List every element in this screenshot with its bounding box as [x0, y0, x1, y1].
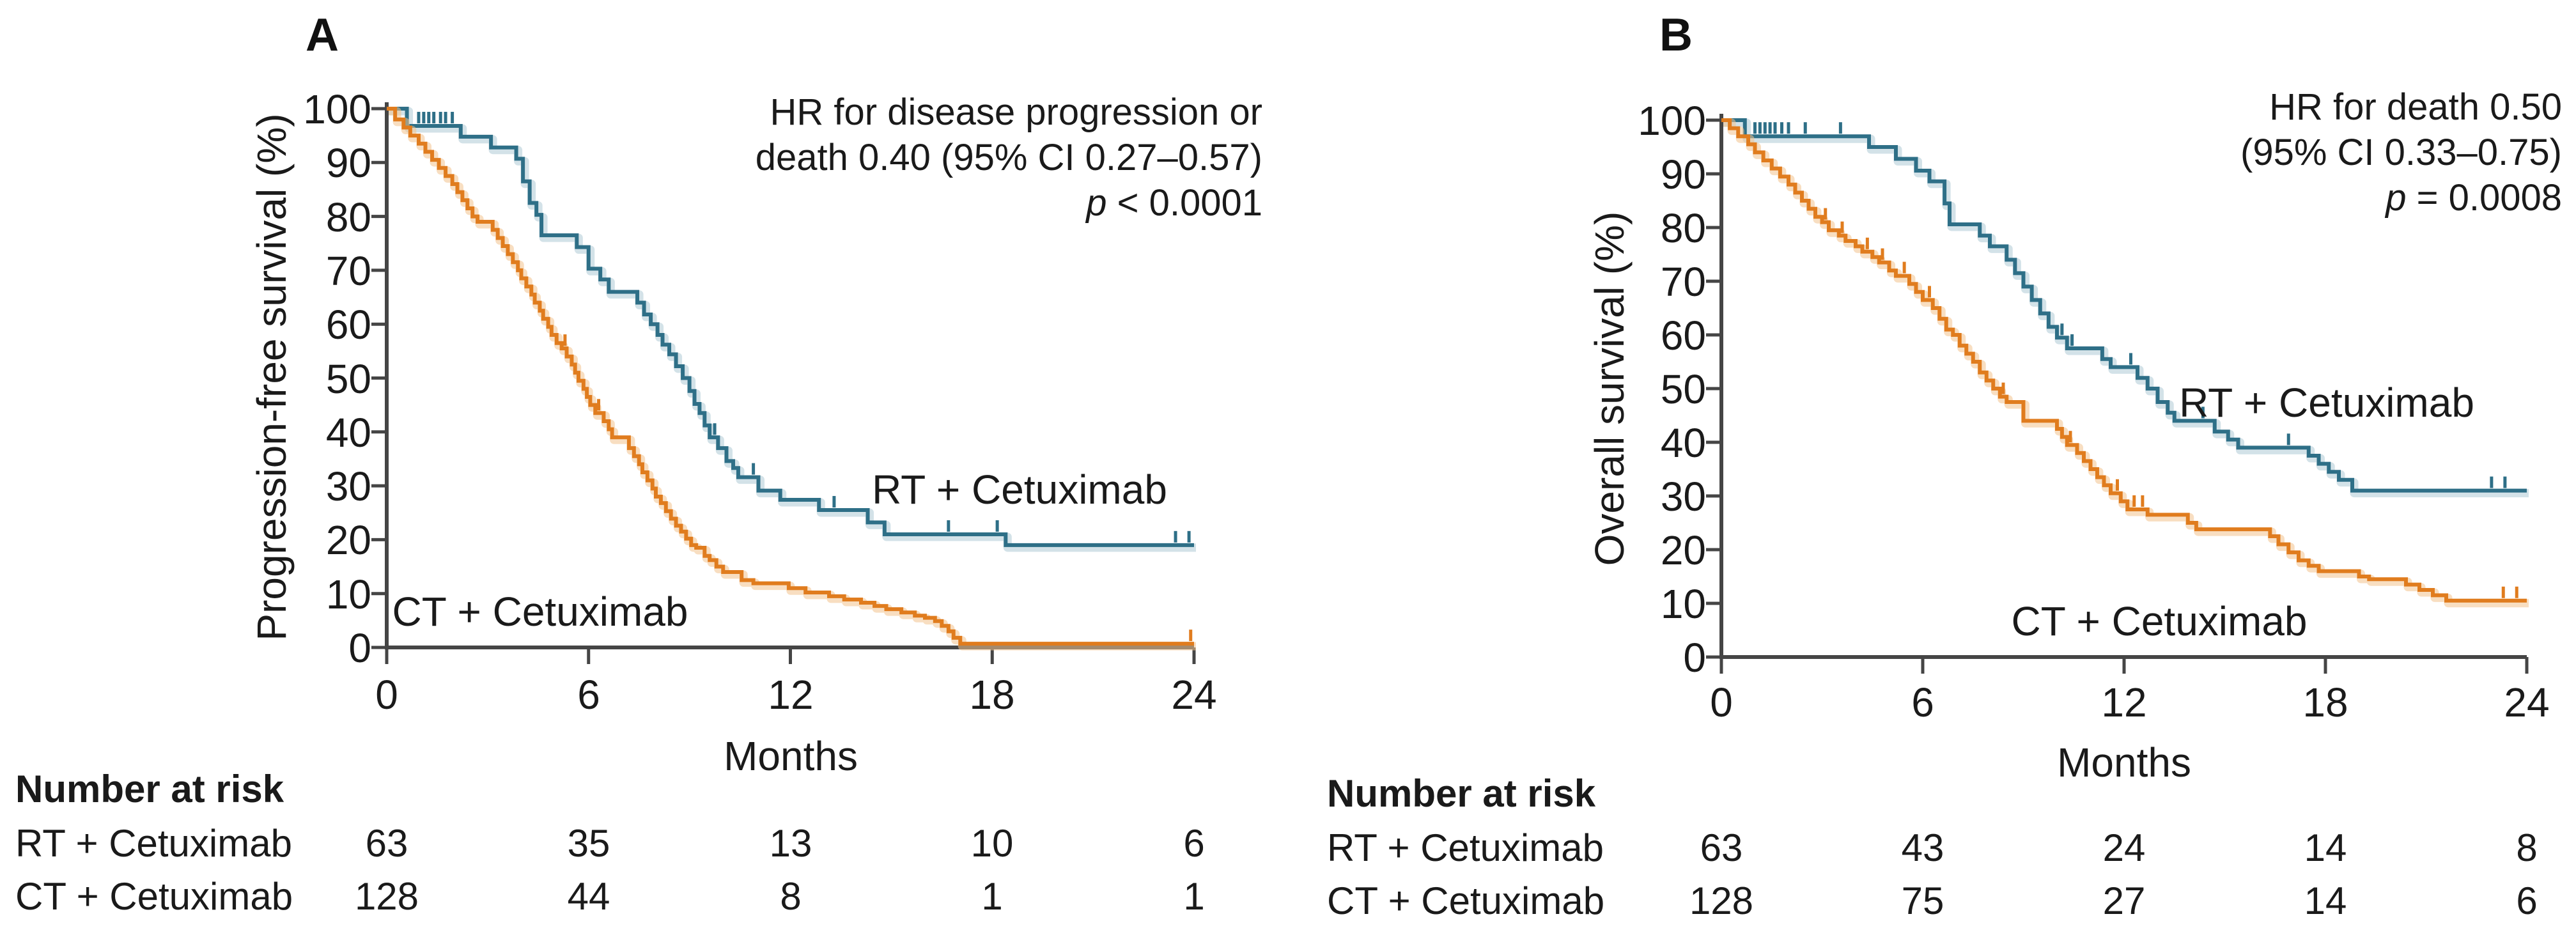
panel-a-ytick-30: 30: [325, 463, 371, 509]
panel-b-hr-annotation: HR for death 0.50 (95% CI 0.33–0.75) p =…: [1994, 84, 2562, 221]
panel-a-p-number: < 0.0001: [1106, 182, 1262, 224]
panel-a-p-value: p < 0.0001: [690, 180, 1262, 226]
panel-b-risk-rt-0: 63: [1700, 826, 1743, 869]
panel-a-hr-annotation: HR for disease progression or death 0.40…: [690, 89, 1262, 226]
panel-b-xtick-24: 24: [2504, 679, 2550, 725]
panel-a-risk-rt-24: 6: [1183, 822, 1205, 865]
panel-a-xtick-6: 6: [577, 672, 600, 718]
panel-a-risk-ct-18: 1: [981, 875, 1003, 918]
panel-b-hr-line2: (95% CI 0.33–0.75): [2240, 132, 2562, 173]
panel-b-ytick-70: 70: [1660, 259, 1706, 305]
panel-a-risk-row-rt-label: RT + Cetuximab: [15, 822, 292, 865]
panel-b-number-at-risk-title: Number at risk: [1327, 772, 1596, 815]
panel-b-risk-ct-24: 6: [2516, 879, 2538, 922]
panel-b-ytick-20: 20: [1660, 527, 1706, 573]
panel-b-ytick-40: 40: [1660, 420, 1706, 466]
panel-b-ytick-30: 30: [1660, 474, 1706, 520]
panel-b-risk-ct-12: 27: [2102, 879, 2146, 922]
panel-a-ytick-20: 20: [325, 517, 371, 563]
panel-a-letter: A: [306, 10, 339, 61]
panel-a-ytick-60: 60: [325, 302, 371, 348]
panel-b-rt-curve-label: RT + Cetuximab: [2179, 380, 2474, 426]
panel-b-ytick-0: 0: [1683, 635, 1706, 681]
panel-a-xtick-0: 0: [375, 672, 398, 718]
panel-b-risk-row-rt-label: RT + Cetuximab: [1327, 826, 1604, 869]
panel-b-ytick-80: 80: [1660, 205, 1706, 251]
panel-a-ytick-50: 50: [325, 356, 371, 402]
panel-a-ct-curve-label: CT + Cetuximab: [392, 589, 688, 635]
panel-a-ytick-80: 80: [325, 194, 371, 240]
panel-a-risk-rt-12: 13: [769, 822, 812, 865]
panel-a-risk-rt-6: 35: [567, 822, 610, 865]
panel-a-ytick-10: 10: [325, 571, 371, 617]
panel-b-risk-rt-6: 43: [1901, 826, 1944, 869]
panel-a-risk-ct-12: 8: [780, 875, 802, 918]
panel-a-rt-curve-label: RT + Cetuximab: [872, 467, 1167, 513]
panel-a-xtick-24: 24: [1171, 672, 1217, 718]
panel-b-p-number: = 0.0008: [2406, 177, 2562, 219]
panel-b-xtick-0: 0: [1710, 679, 1733, 725]
panel-b-ytick-60: 60: [1660, 313, 1706, 359]
panel-b-p-symbol: p: [2386, 177, 2407, 219]
panel-a-risk-ct-24: 1: [1183, 875, 1205, 918]
panel-a-risk-rt-0: 63: [365, 822, 408, 865]
panel-a-ytick-0: 0: [348, 625, 371, 671]
panel-b-x-axis-title: Months: [2057, 739, 2191, 785]
panel-a-ytick-70: 70: [325, 248, 371, 294]
panel-a-ytick-40: 40: [325, 410, 371, 456]
panel-b-risk-rt-12: 24: [2102, 826, 2146, 869]
panel-a-hr-line2: death 0.40 (95% CI 0.27–0.57): [755, 137, 1262, 178]
panel-b-ytick-10: 10: [1660, 581, 1706, 627]
panel-a-p-symbol: p: [1086, 182, 1107, 224]
panel-a-risk-ct-6: 44: [567, 875, 610, 918]
panel-a-risk-row-ct-label: CT + Cetuximab: [15, 875, 293, 918]
panel-b-risk-row-ct-label: CT + Cetuximab: [1327, 879, 1605, 922]
panel-b-risk-ct-0: 128: [1689, 879, 1754, 922]
panel-b-ytick-100: 100: [1638, 98, 1706, 144]
panel-b-p-value: p = 0.0008: [1994, 175, 2562, 221]
panel-a-risk-rt-18: 10: [970, 822, 1014, 865]
panel-b-letter: B: [1659, 10, 1693, 61]
panel-b-xtick-18: 18: [2302, 679, 2348, 725]
panel-a-ytick-100: 100: [303, 86, 371, 132]
panel-b-hr-line1: HR for death 0.50: [2269, 86, 2562, 128]
panel-a-risk-ct-0: 128: [354, 875, 419, 918]
panel-b-xtick-6: 6: [1911, 679, 1934, 725]
panel-a-number-at-risk-title: Number at risk: [15, 768, 284, 810]
panel-b-risk-rt-18: 14: [2304, 826, 2347, 869]
panel-b-risk-ct-18: 14: [2304, 879, 2347, 922]
panel-b-ytick-90: 90: [1660, 151, 1706, 197]
panel-b-risk-ct-6: 75: [1901, 879, 1944, 922]
panel-b-risk-rt-24: 8: [2516, 826, 2538, 869]
panel-a-hr-line1: HR for disease progression or: [770, 91, 1262, 133]
panel-b-xtick-12: 12: [2101, 679, 2147, 725]
panel-a-xtick-18: 18: [969, 672, 1015, 718]
panel-b-ytick-50: 50: [1660, 366, 1706, 412]
panel-a-ytick-90: 90: [325, 140, 371, 186]
panel-a-x-axis-title: Months: [724, 733, 858, 779]
panel-a-xtick-12: 12: [768, 672, 814, 718]
panel-b-ct-curve-label: CT + Cetuximab: [2011, 598, 2308, 644]
